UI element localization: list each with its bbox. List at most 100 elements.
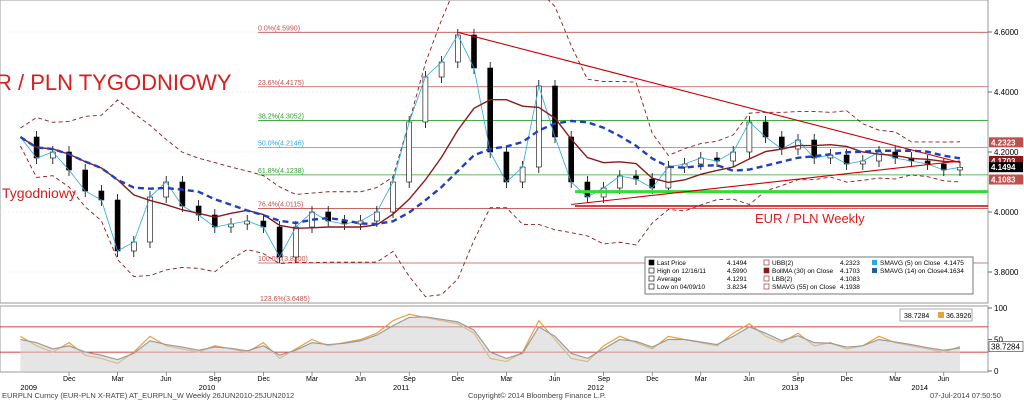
price-candle (665, 166, 672, 189)
grid-layer (0, 31, 988, 273)
oscillator-tag-label: 38.7284 (991, 343, 1020, 352)
fib-label: 38.2%(4.3052) (258, 113, 304, 120)
price-candle (535, 85, 542, 168)
x-month-label: Mar (112, 376, 125, 383)
oscillator-tick-label: 0 (994, 367, 999, 376)
trendline (457, 31, 961, 164)
oscillator-tick-label: 50 (994, 336, 1003, 345)
y-tick-label: 4.6000 (994, 28, 1019, 37)
oscillator-box (899, 308, 973, 322)
oscillator-area (20, 316, 960, 371)
x-month-label: Jun (160, 376, 171, 383)
legend-label: LBB(2) (772, 276, 792, 283)
legend-swatch (763, 275, 770, 282)
x-year-label: 2009 (20, 383, 37, 392)
trendlines (457, 31, 961, 206)
fib-label: 61.8%(4.1238) (258, 168, 304, 175)
legend-swatch (648, 275, 655, 282)
upper-band (20, 0, 961, 195)
trendline (571, 160, 961, 206)
x-year-label: 2012 (587, 383, 604, 392)
x-month-label: Dec (646, 376, 659, 383)
x-month-label: Dec (841, 376, 854, 383)
price-tag-label: 4.1083 (991, 176, 1016, 185)
legend-value: 3.8234 (727, 284, 747, 291)
price-candle (147, 196, 153, 243)
price-tag-label: 4.2323 (991, 138, 1016, 147)
x-year-label: 2013 (782, 383, 799, 392)
oscillator-value-2: 36.3926 (946, 313, 971, 320)
legend-label: Low on 04/09/10 (657, 284, 705, 291)
fib-label: 0.0%(4.5990) (258, 25, 300, 32)
x-month-label: Mar (500, 376, 513, 383)
price-candle (568, 136, 575, 183)
y-axis: 4.6000 4.4000 4.2000 4.0000 3.8000 (988, 28, 1019, 277)
price-tag-label: 4.1494 (991, 163, 1016, 172)
price-candle (179, 181, 186, 207)
price-candle (276, 226, 283, 258)
oscillator-values-box: 38.7284 36.3926 (899, 308, 973, 322)
x-month-label: Jun (549, 376, 560, 383)
price-candle (503, 151, 510, 183)
moving-averages (19, 99, 961, 229)
x-month-label: Jun (938, 376, 949, 383)
x-month-label: Dec (257, 376, 270, 383)
title-left-sub: Tygodniowy (2, 185, 76, 201)
legend-label: SMAVG (5) on Close (880, 260, 941, 267)
x-month-label: Dec (63, 376, 76, 383)
price-tag (989, 155, 1023, 166)
price-candle (778, 136, 785, 150)
legend-value: 4.1494 (727, 260, 747, 267)
price-candle (552, 85, 558, 138)
x-month-label: Mar (889, 376, 902, 383)
price-tag (989, 137, 1023, 148)
fib-label: 23.6%(4.4175) (258, 80, 304, 87)
footer-center: Copyright© 2014 Bloomberg Finance L.P. (468, 391, 606, 400)
lower-band (19, 145, 961, 298)
price-candle (292, 226, 299, 258)
y-tick-label: 3.8000 (994, 268, 1019, 277)
price-tag (989, 162, 1023, 173)
oscillator-y-axis: 100 50 0 38.7284 (988, 304, 1024, 376)
price-candle (519, 166, 526, 183)
legend-label: UBB(2) (772, 260, 793, 267)
x-year-label: 2011 (393, 383, 409, 392)
bollinger-bands (19, 0, 961, 298)
price-candle (406, 121, 413, 183)
price-tag-label: 4.1703 (991, 157, 1016, 166)
legend-swatch (872, 268, 877, 273)
legend-swatch (648, 267, 655, 274)
fibonacci-levels: 0.0%(4.5990) 23.6%(4.4175) 38.2%(4.3052) 50… (258, 25, 988, 303)
legend-value: 4.1938 (840, 284, 860, 291)
legend-value: 4.1291 (727, 276, 747, 283)
legend-label: Last Price (657, 260, 686, 267)
oscillator-value-2-swatch (938, 312, 944, 318)
price-candle (114, 199, 121, 252)
title-right: EUR / PLN Weekly (755, 211, 865, 226)
legend-value: 4.1703 (840, 268, 860, 275)
x-month-label: Sep (403, 376, 416, 383)
fib-label: 50.0%(4.2146) (258, 141, 304, 148)
price-tag (989, 174, 1023, 185)
footer-left: EURPLN Curncy (EUR-PLN X-RATE) AT_EURPLN… (2, 391, 294, 400)
y-tick-label: 4.0000 (994, 208, 1019, 217)
legend-label: SMAVG (55) on Close (772, 284, 836, 291)
oscillator-tick-label: 100 (994, 304, 1008, 313)
legend-value: 4.1634 (944, 268, 964, 275)
x-month-label: Dec (452, 376, 465, 383)
x-month-label: Mar (695, 376, 708, 383)
fib-label: 76.4%(4.0115) (258, 202, 303, 209)
x-year-label: 2010 (199, 383, 216, 392)
price-panel-frame (0, 0, 989, 304)
y-tick-label: 4.2000 (994, 148, 1019, 157)
fib-label: 123.6%(3.6485) (260, 296, 310, 303)
price-candle (584, 181, 591, 198)
legend-label: Average (657, 276, 681, 283)
legend-value: 4.1083 (840, 276, 860, 283)
legend-value: 4.5990 (727, 268, 747, 275)
legend-label: SMAVG (14) on Close (880, 268, 944, 275)
legend-swatch (763, 283, 770, 290)
x-month-label: Jun (355, 376, 366, 383)
